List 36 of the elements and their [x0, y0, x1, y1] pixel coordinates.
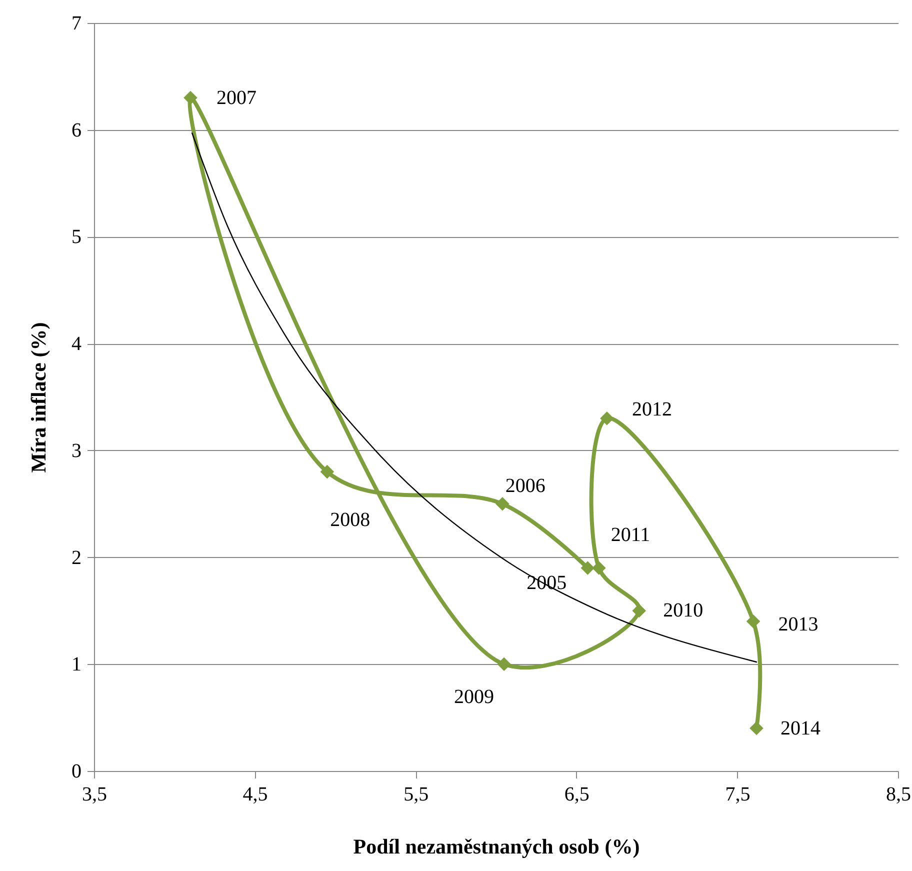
y-tick-label: 0 [72, 760, 82, 782]
y-tick-label: 6 [72, 119, 82, 142]
x-tick-label: 7,5 [725, 784, 750, 806]
line-series [191, 132, 758, 663]
x-tick-label: 3,5 [82, 784, 107, 806]
y-axis-title: Míra inflace (%) [26, 322, 50, 473]
point [600, 411, 614, 426]
y-tick-label: 5 [72, 226, 82, 248]
point [497, 657, 511, 672]
annotation: 2013 [778, 613, 818, 636]
annotation: 2007 [216, 86, 256, 109]
point [592, 561, 606, 575]
point [184, 90, 198, 105]
point [750, 721, 764, 736]
point [746, 614, 760, 628]
y-tick-label: 7 [72, 12, 82, 34]
annotation: 2010 [663, 600, 704, 622]
point [580, 561, 595, 575]
annotation: 2012 [632, 398, 672, 420]
x-axis-title: Podíl nezaměstnaných osob (%) [353, 834, 640, 858]
annotation: 2008 [330, 508, 370, 531]
y-tick-label: 2 [72, 546, 82, 569]
point [632, 604, 646, 618]
x-tick-label: 5,5 [404, 784, 429, 806]
annotation: 2009 [454, 686, 494, 708]
annotation: 2011 [610, 524, 650, 546]
y-tick-label: 1 [72, 654, 82, 676]
point [320, 464, 334, 479]
point [496, 496, 510, 511]
y-tick-label: 4 [72, 333, 82, 356]
y-tick-label: 3 [72, 440, 82, 462]
x-tick-label: 6,5 [564, 784, 590, 806]
x-tick-label: 4,5 [242, 784, 268, 806]
annotation: 2006 [505, 474, 546, 497]
annotation: 2014 [780, 717, 820, 740]
x-tick-label: 8,5 [886, 784, 911, 806]
